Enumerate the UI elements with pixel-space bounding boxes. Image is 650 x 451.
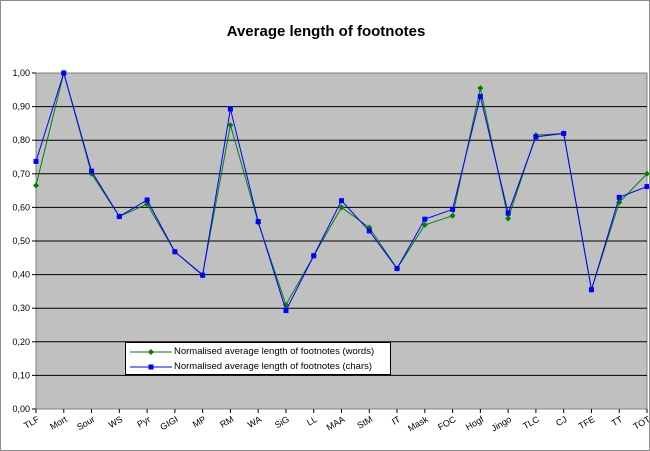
- x-tick-label: Mask: [406, 414, 430, 434]
- data-point-s0: [505, 215, 512, 222]
- data-point-s1: [227, 106, 233, 112]
- legend-label-chars: Normalised average length of footnotes (…: [174, 361, 373, 372]
- y-tick-label: 0,70: [12, 169, 30, 179]
- data-point-s0: [33, 182, 39, 189]
- x-tick-label: StM: [355, 414, 374, 431]
- data-point-s1: [561, 130, 567, 136]
- x-tick-label: MP: [191, 414, 208, 429]
- data-point-s0: [644, 170, 649, 177]
- legend-entry-words: Normalised average length of footnotes (…: [126, 345, 390, 359]
- data-point-s1: [116, 213, 122, 219]
- y-tick-label: 0,20: [12, 337, 30, 347]
- data-point-s1: [33, 158, 39, 164]
- data-point-s1: [394, 266, 400, 272]
- x-tick-label: LL: [305, 414, 319, 428]
- data-point-s0: [449, 212, 456, 219]
- data-point-s1: [450, 206, 456, 212]
- data-point-s1: [311, 253, 317, 259]
- x-tick-label: SiG: [273, 414, 291, 430]
- x-tick-label: TT: [610, 414, 625, 428]
- data-point-s0: [227, 122, 234, 129]
- data-point-s1: [616, 194, 622, 200]
- data-point-s0: [338, 204, 345, 211]
- y-tick-label: 1,00: [12, 68, 30, 78]
- x-tick-label: Jingo: [490, 414, 514, 433]
- y-tick-label: 0,00: [12, 404, 30, 414]
- data-point-s1: [505, 210, 511, 216]
- data-point-s1: [255, 219, 261, 225]
- data-point-s0: [477, 85, 484, 92]
- data-point-s1: [588, 287, 594, 293]
- y-tick-label: 0,50: [12, 236, 30, 246]
- data-point-s1: [422, 216, 428, 222]
- x-tick-label: TFE: [577, 414, 597, 431]
- legend-label-words: Normalised average length of footnotes (…: [174, 346, 375, 357]
- y-tick-label: 0,30: [12, 303, 30, 313]
- data-point-s1: [61, 70, 67, 76]
- x-tick-label: TLC: [521, 414, 541, 431]
- data-point-s1: [200, 272, 206, 278]
- x-tick-label: Hogf: [464, 414, 486, 432]
- data-point-s1: [144, 197, 150, 203]
- data-point-s1: [283, 308, 289, 314]
- x-tick-label: Pyr: [135, 414, 152, 429]
- x-tick-label: GIGI: [158, 414, 179, 432]
- data-point-s1: [89, 168, 95, 174]
- x-tick-label: CJ: [554, 414, 569, 428]
- legend: Normalised average length of footnotes (…: [125, 342, 391, 375]
- y-tick-label: 0,90: [12, 102, 30, 112]
- data-point-s0: [421, 221, 428, 228]
- legend-swatch-words: [130, 349, 172, 355]
- y-tick-label: 0,10: [12, 370, 30, 380]
- data-point-s1: [644, 184, 649, 190]
- legend-entry-chars: Normalised average length of footnotes (…: [126, 360, 390, 374]
- y-tick-label: 0,40: [12, 270, 30, 280]
- x-tick-label: WS: [107, 414, 125, 430]
- data-point-s1: [477, 94, 483, 100]
- x-tick-label: TOT: [632, 414, 649, 432]
- data-point-s1: [172, 249, 178, 255]
- x-tick-label: Mort: [48, 414, 69, 432]
- legend-swatch-chars: [130, 364, 172, 370]
- data-point-s1: [339, 198, 344, 204]
- data-point-s1: [533, 134, 539, 140]
- x-tick-label: FOC: [436, 414, 458, 432]
- chart-title: Average length of footnotes: [226, 23, 426, 40]
- x-tick-label: RM: [218, 414, 235, 430]
- x-tick-label: WA: [246, 414, 263, 430]
- x-tick-label: MAA: [325, 414, 347, 432]
- data-point-s1: [366, 228, 372, 234]
- x-tick-label: TLF: [22, 414, 41, 431]
- y-tick-label: 0,60: [12, 202, 30, 212]
- x-tick-label: Sour: [75, 414, 96, 432]
- x-tick-label: IT: [390, 414, 402, 427]
- y-tick-label: 0,80: [12, 135, 30, 145]
